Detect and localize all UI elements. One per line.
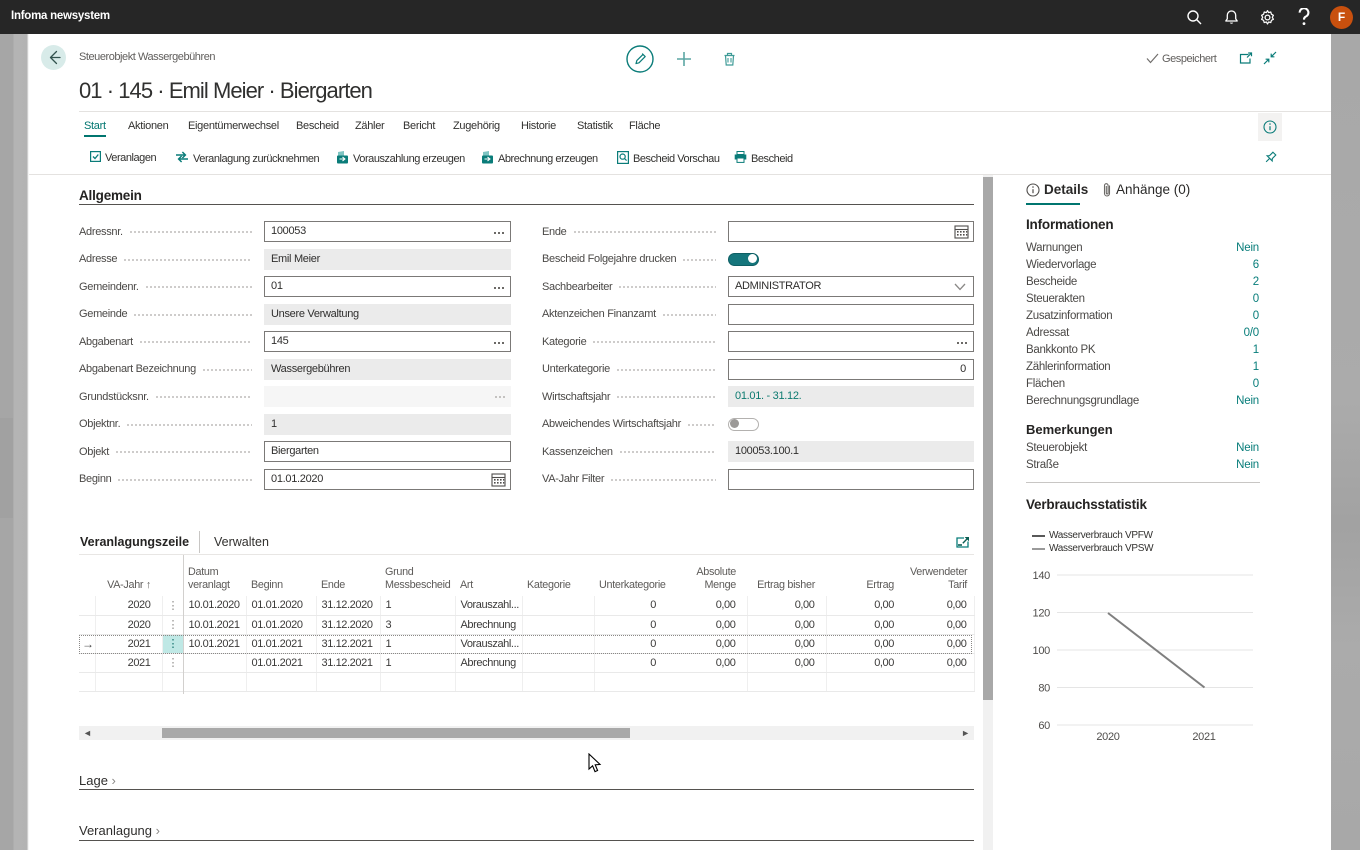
svg-text:60: 60 [1038, 720, 1050, 732]
svg-text:120: 120 [1033, 608, 1051, 620]
svg-text:2020: 2020 [1096, 731, 1119, 743]
svg-text:2021: 2021 [1192, 731, 1215, 743]
svg-text:100: 100 [1033, 645, 1051, 657]
svg-text:140: 140 [1033, 570, 1051, 582]
svg-text:80: 80 [1038, 683, 1050, 695]
